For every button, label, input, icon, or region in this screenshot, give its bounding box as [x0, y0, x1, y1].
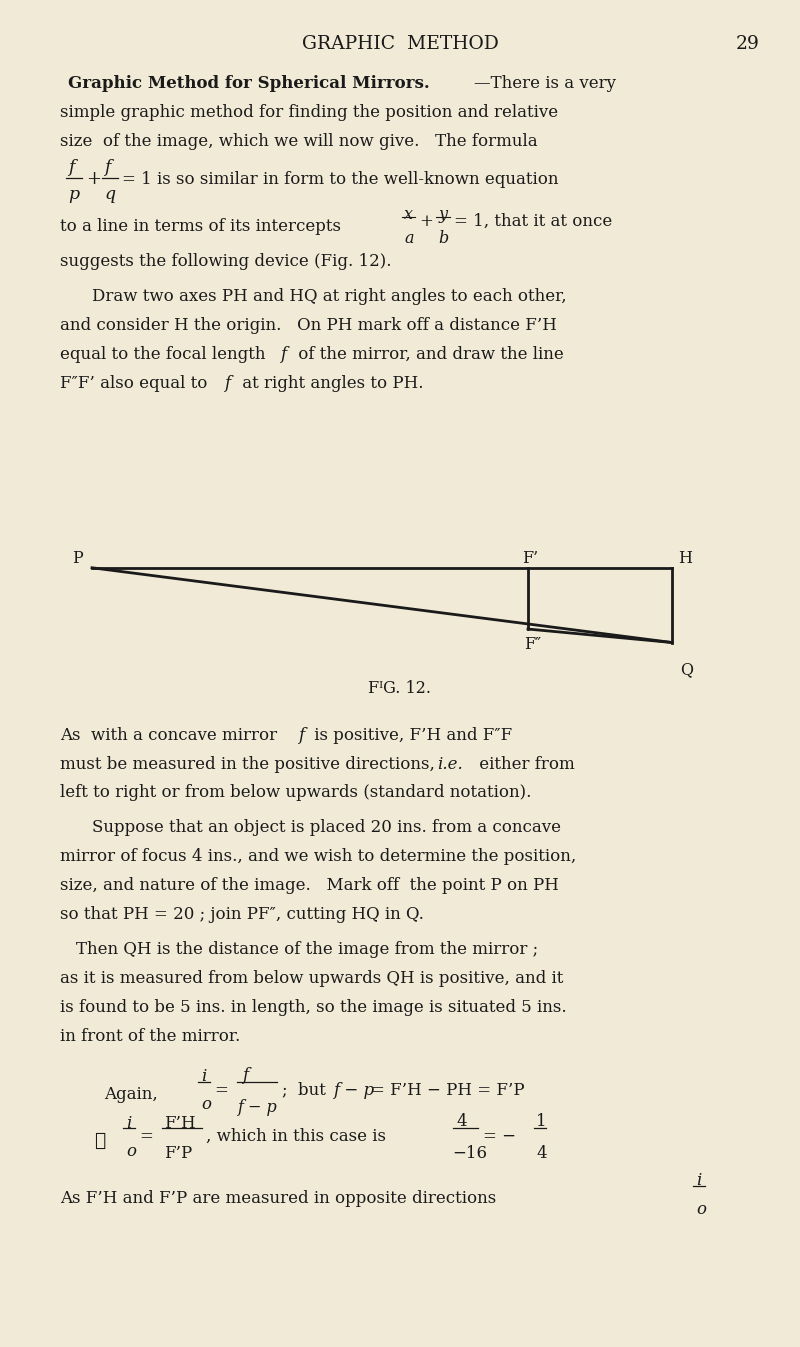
Text: +: + [86, 170, 102, 187]
Text: F’: F’ [522, 551, 538, 567]
Text: As  with a concave mirror: As with a concave mirror [60, 726, 282, 744]
Text: a: a [404, 230, 414, 248]
Text: is positive, F’H and F″F: is positive, F’H and F″F [309, 726, 512, 744]
Text: F’P: F’P [164, 1145, 192, 1162]
Text: i: i [202, 1068, 207, 1086]
Text: simple graphic method for finding the position and relative: simple graphic method for finding the po… [60, 105, 558, 121]
Text: f: f [242, 1067, 248, 1084]
Text: f: f [280, 346, 286, 362]
Text: f: f [104, 159, 110, 176]
Text: is found to be 5 ins. in length, so the image is situated 5 ins.: is found to be 5 ins. in length, so the … [60, 999, 566, 1016]
Text: b: b [438, 230, 449, 248]
Text: ∴: ∴ [94, 1131, 106, 1150]
Text: Then QH is the distance of the image from the mirror ;: Then QH is the distance of the image fro… [76, 942, 538, 958]
Text: o: o [202, 1096, 211, 1114]
Text: H: H [678, 551, 692, 567]
Text: i.e.: i.e. [438, 756, 463, 773]
Text: F″: F″ [524, 636, 541, 653]
Text: As F’H and F’P are measured in opposite directions: As F’H and F’P are measured in opposite … [60, 1189, 496, 1207]
Text: ;  but: ; but [282, 1082, 330, 1099]
Text: = 1 is so similar in form to the well-known equation: = 1 is so similar in form to the well-kn… [122, 171, 559, 189]
Text: —There is a very: —There is a very [474, 75, 615, 93]
Text: Suppose that an object is placed 20 ins. from a concave: Suppose that an object is placed 20 ins.… [92, 819, 561, 836]
Text: −16: −16 [452, 1145, 487, 1162]
Text: f − p: f − p [333, 1082, 374, 1099]
Text: of the mirror, and draw the line: of the mirror, and draw the line [293, 346, 563, 362]
Text: =: = [139, 1127, 153, 1145]
Text: +: + [419, 213, 433, 230]
Text: in front of the mirror.: in front of the mirror. [60, 1028, 240, 1045]
Text: y: y [438, 206, 447, 224]
Text: 1: 1 [536, 1113, 546, 1130]
Text: FᴵG. 12.: FᴵG. 12. [369, 680, 431, 698]
Text: F’H: F’H [164, 1114, 196, 1131]
Text: 4: 4 [456, 1113, 466, 1130]
Text: o: o [696, 1200, 706, 1218]
Text: to a line in terms of its intercepts: to a line in terms of its intercepts [60, 218, 341, 236]
Text: i: i [126, 1114, 132, 1131]
Text: q: q [104, 186, 115, 203]
Text: either from: either from [474, 756, 574, 773]
Text: F″F’ also equal to: F″F’ also equal to [60, 374, 213, 392]
Text: = 1, that it at once: = 1, that it at once [454, 213, 612, 230]
Text: suggests the following device (Fig. 12).: suggests the following device (Fig. 12). [60, 253, 391, 269]
Text: GRAPHIC  METHOD: GRAPHIC METHOD [302, 35, 498, 53]
Text: must be measured in the positive directions,: must be measured in the positive directi… [60, 756, 435, 773]
Text: 4: 4 [536, 1145, 546, 1162]
Text: at right angles to PH.: at right angles to PH. [237, 374, 423, 392]
Text: 29: 29 [736, 35, 760, 53]
Text: = −: = − [483, 1127, 516, 1145]
Text: equal to the focal length: equal to the focal length [60, 346, 270, 362]
Text: as it is measured from below upwards QH is positive, and it: as it is measured from below upwards QH … [60, 970, 563, 987]
Text: x: x [404, 206, 413, 224]
Text: Again,: Again, [104, 1086, 163, 1103]
Text: f: f [224, 374, 230, 392]
Text: f: f [298, 726, 304, 744]
Text: o: o [126, 1142, 136, 1160]
Text: so that PH = 20 ; join PF″, cutting HQ in Q.: so that PH = 20 ; join PF″, cutting HQ i… [60, 907, 424, 923]
Text: , which in this case is: , which in this case is [206, 1127, 386, 1145]
Text: = F’H − PH = F’P: = F’H − PH = F’P [371, 1082, 525, 1099]
Text: Q: Q [680, 661, 693, 679]
Text: left to right or from below upwards (standard notation).: left to right or from below upwards (sta… [60, 784, 531, 801]
Text: and consider H the origin.   On PH mark off a distance F’H: and consider H the origin. On PH mark of… [60, 317, 557, 334]
Text: size, and nature of the image.   Mark off  the point P on PH: size, and nature of the image. Mark off … [60, 877, 559, 894]
Text: Draw two axes PH and HQ at right angles to each other,: Draw two axes PH and HQ at right angles … [92, 288, 566, 304]
Text: mirror of focus 4 ins., and we wish to determine the position,: mirror of focus 4 ins., and we wish to d… [60, 849, 576, 865]
Text: f: f [68, 159, 74, 176]
Text: p: p [68, 186, 79, 203]
Text: Graphic Method for Spherical Mirrors.: Graphic Method for Spherical Mirrors. [68, 75, 430, 93]
Text: =: = [214, 1082, 228, 1099]
Text: size  of the image, which we will now give.   The formula: size of the image, which we will now giv… [60, 133, 538, 151]
Text: P: P [72, 551, 82, 567]
Text: i: i [696, 1172, 702, 1189]
Text: f − p: f − p [238, 1099, 278, 1117]
